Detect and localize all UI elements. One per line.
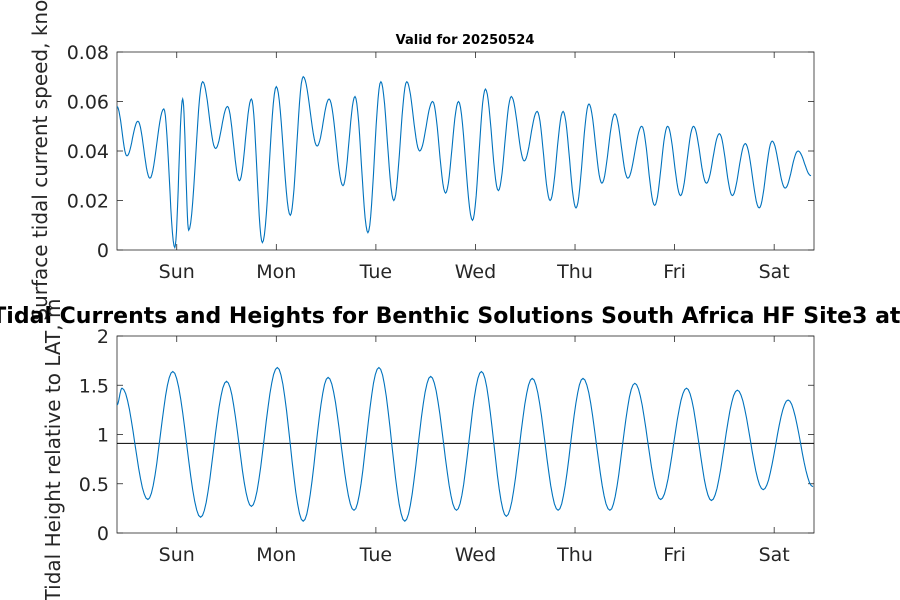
- tidal-height-x-tick-label: Sat: [759, 544, 790, 566]
- tidal-height-y-tick-label: 2: [97, 326, 109, 348]
- current-speed-x-tick-label: Thu: [556, 261, 593, 283]
- current-speed-y-axis-label: Surface tidal current speed, knots: [28, 0, 52, 321]
- current-speed-x-tick-label: Fri: [663, 261, 686, 283]
- tidal-height-x-tick-label: Sun: [159, 544, 195, 566]
- current-speed-series-line: [116, 75, 812, 250]
- tidal-height-x-tick-label: Tue: [359, 544, 392, 566]
- current-speed-y-tick-label: 0.08: [67, 42, 109, 64]
- tidal-height-x-tick-label: Mon: [256, 544, 296, 566]
- tidal-height-x-tick-label: Wed: [455, 544, 496, 566]
- tidal-height-x-tick-label: Fri: [663, 544, 686, 566]
- tidal-height-panel: 0 0.5 1 1.5 2 Sun Mon Tue Wed Thu Fri Sat Tidal Cu…: [0, 299, 900, 600]
- current-speed-x-tick-label: Sun: [159, 261, 195, 283]
- tidal-height-x-ticks: Sun Mon Tue Wed Thu Fri Sat: [159, 336, 790, 566]
- current-speed-y-tick-label: 0: [97, 240, 109, 262]
- current-speed-x-tick-label: Tue: [359, 261, 392, 283]
- tidal-height-series-line: [116, 366, 814, 522]
- current-speed-y-tick-label: 0.02: [67, 191, 109, 213]
- current-speed-x-ticks: Sun Mon Tue Wed Thu Fri Sat: [159, 52, 790, 283]
- current-speed-y-ticks: 0 0.02 0.04 0.06 0.08: [67, 42, 814, 262]
- current-speed-title: Valid for 20250524: [396, 33, 535, 48]
- current-speed-x-tick-label: Wed: [455, 261, 496, 283]
- current-speed-x-tick-label: Sat: [759, 261, 790, 283]
- main-title: Tidal Currents and Heights for Benthic S…: [0, 304, 900, 329]
- tidal-height-y-tick-label: 1.5: [79, 375, 109, 397]
- current-speed-panel: 00.020.040.060.08 Sun Mon Tue Wed Thu Fri Sat …: [28, 0, 815, 321]
- current-speed-y-tick-label: 0.06: [67, 92, 109, 114]
- tidal-height-y-tick-label: 0.5: [79, 474, 109, 496]
- tidal-height-y-tick-label: 0: [97, 523, 109, 545]
- current-speed-y-tick-label: 0.04: [67, 141, 109, 163]
- current-speed-x-tick-label: Mon: [256, 261, 296, 283]
- tidal-height-y-ticks: 0 0.5 1 1.5 2: [79, 326, 814, 545]
- tidal-height-y-tick-label: 1: [97, 425, 109, 447]
- tidal-height-x-tick-label: Thu: [556, 544, 593, 566]
- tidal-height-plot-area: [116, 335, 815, 534]
- tidal-height-y-axis-label: Tidal Height relative to LAT, m: [41, 299, 65, 600]
- current-speed-plot-area: [116, 51, 815, 251]
